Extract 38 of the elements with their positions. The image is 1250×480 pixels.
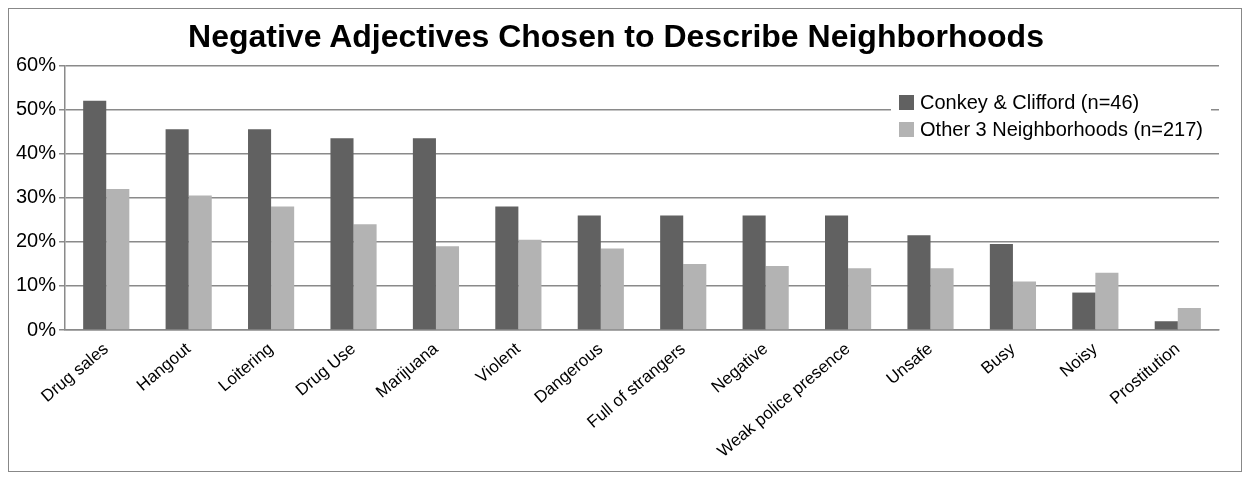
bar — [271, 206, 295, 330]
bar — [353, 224, 377, 330]
bar — [989, 244, 1013, 330]
chart-title: Negative Adjectives Chosen to Describe Neighborhoods — [188, 18, 1044, 55]
bar — [412, 138, 436, 330]
bar — [495, 206, 519, 330]
bar — [1154, 321, 1178, 330]
legend-label: Other 3 Neighborhoods (n=217) — [920, 118, 1203, 141]
bar — [930, 268, 954, 330]
bar — [330, 138, 354, 330]
bar — [188, 195, 212, 330]
y-tick-label: 30% — [16, 185, 57, 208]
bar — [165, 129, 189, 330]
y-tick-label: 10% — [16, 273, 57, 296]
bar — [600, 248, 624, 330]
bar — [848, 268, 872, 330]
bar — [106, 188, 130, 330]
bar — [660, 215, 684, 330]
y-tick-label: 20% — [16, 229, 57, 252]
bar — [683, 263, 707, 330]
bar — [825, 215, 849, 330]
bar — [1177, 308, 1201, 330]
legend-label: Conkey & Clifford (n=46) — [920, 91, 1140, 114]
bar — [1012, 281, 1037, 330]
bar — [518, 239, 542, 330]
bar — [765, 266, 789, 330]
bar — [1072, 292, 1096, 330]
y-tick-label: 50% — [16, 97, 57, 120]
bar — [577, 215, 601, 330]
y-tick-label: 0% — [27, 317, 57, 340]
y-tick-label: 40% — [16, 141, 57, 164]
bar — [83, 100, 107, 330]
bar — [1095, 272, 1119, 330]
y-tick-label: 60% — [16, 52, 57, 75]
bar — [907, 235, 931, 330]
bar — [248, 129, 272, 330]
bar — [742, 215, 766, 330]
bar — [435, 246, 460, 330]
